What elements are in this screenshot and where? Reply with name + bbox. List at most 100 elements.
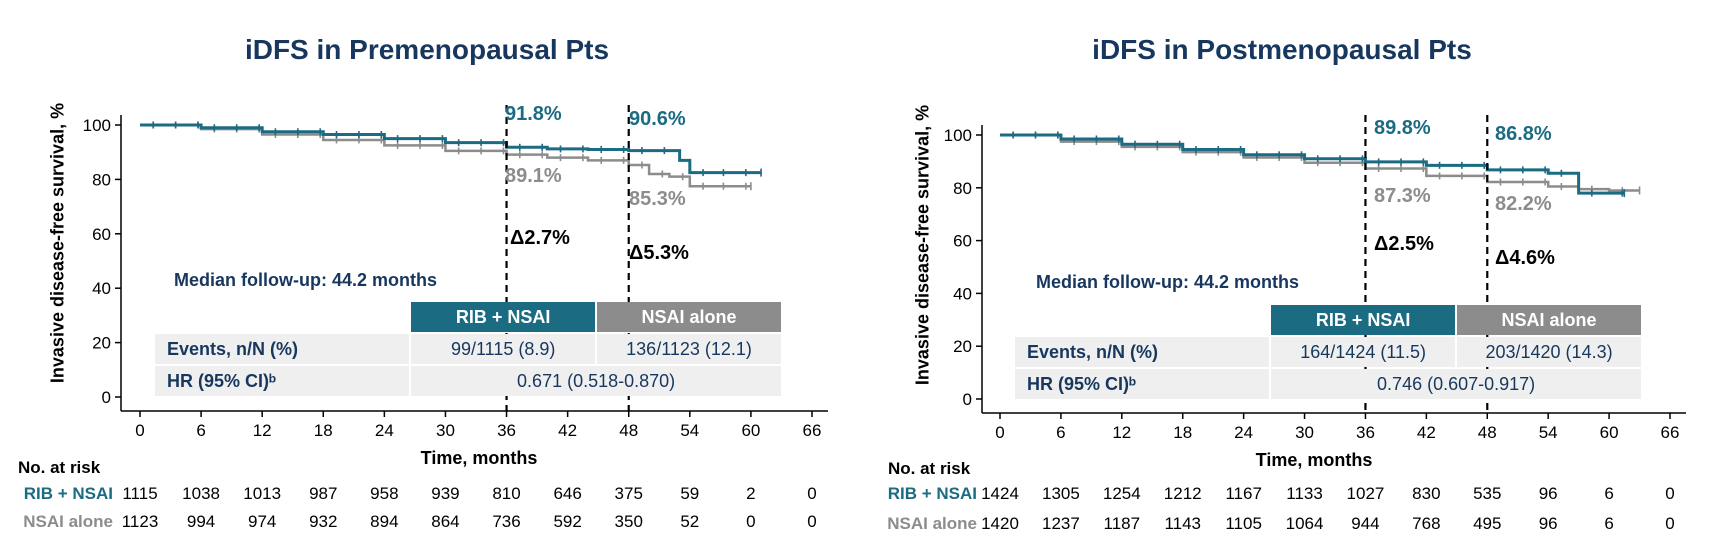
risk-value: 1212 <box>1163 484 1202 503</box>
x-axis-label: Time, months <box>420 448 538 468</box>
hr-value: 0.671 (0.518-0.870) <box>411 366 781 396</box>
risk-value: 864 <box>431 512 460 531</box>
events-nsai-value: 136/1123 (12.1) <box>597 334 781 364</box>
events-header-nsai: NSAI alone <box>1457 305 1641 335</box>
y-tick-label: 100 <box>944 126 972 145</box>
x-tick-label: 6 <box>1056 423 1065 442</box>
risk-value: 894 <box>370 512 399 531</box>
risk-value: 1237 <box>1041 514 1080 533</box>
events-table: RIB + NSAI NSAI alone Events, n/N (%) 99… <box>153 300 783 398</box>
km-plot: 0 20 40 60 80 100 0 6 12 18 24 30 36 42 48 54 60 66 91.8% 8… <box>83 103 828 440</box>
median-followup: Median follow-up: 44.2 months <box>1036 272 1300 292</box>
y-tick-label: 20 <box>92 334 111 353</box>
events-header-nsai: NSAI alone <box>597 302 781 332</box>
risk-value: 535 <box>1473 484 1502 503</box>
rate-label-nsai: 89.1% <box>505 165 562 187</box>
y-tick-label: 0 <box>102 388 111 407</box>
events-rib-value: 99/1115 (8.9) <box>411 334 596 364</box>
x-tick-label: 60 <box>741 421 760 440</box>
events-row-label: Events, n/N (%) <box>1015 337 1270 367</box>
risk-label-nsai: NSAI alone <box>887 514 977 533</box>
risk-value: 1123 <box>121 512 159 531</box>
events-table: RIB + NSAI NSAI alone Events, n/N (%) 16… <box>1013 303 1643 401</box>
risk-value: 1420 <box>981 514 1019 533</box>
delta-label: Δ5.3% <box>629 242 689 264</box>
risk-value: 592 <box>553 512 582 531</box>
y-tick-label: 0 <box>963 390 972 409</box>
x-tick-label: 12 <box>253 421 272 440</box>
risk-value: 994 <box>186 512 216 531</box>
series-line-rib <box>1000 133 1625 195</box>
risk-value: 810 <box>492 484 521 503</box>
hr-value: 0.746 (0.607-0.917) <box>1271 369 1641 399</box>
y-tick-label: 60 <box>92 225 111 244</box>
risk-value: 0 <box>807 484 817 503</box>
risk-value: 1013 <box>243 484 282 503</box>
y-tick-label: 20 <box>953 337 972 356</box>
risk-value: 1105 <box>1225 514 1262 533</box>
rate-label-rib: 90.6% <box>629 108 686 130</box>
risk-value: 350 <box>614 512 643 531</box>
series-line-nsai <box>140 123 751 188</box>
risk-label-rib: RIB + NSAI <box>23 484 113 503</box>
rate-label-rib: 89.8% <box>1374 117 1431 139</box>
x-tick-label: 12 <box>1112 423 1131 442</box>
risk-value: 59 <box>680 484 700 503</box>
risk-value: 1424 <box>981 484 1019 503</box>
risk-value: 1115 <box>122 484 158 503</box>
risk-value: 1064 <box>1285 514 1324 533</box>
rate-label-rib: 91.8% <box>505 103 562 125</box>
chart-title: iDFS in Postmenopausal Pts <box>1092 34 1472 65</box>
risk-value: 1133 <box>1286 484 1323 503</box>
risk-value: 944 <box>1351 514 1380 533</box>
risk-value: 958 <box>370 484 399 503</box>
x-tick-label: 0 <box>135 421 144 440</box>
risk-value: 6 <box>1604 484 1614 503</box>
risk-value: 1143 <box>1164 514 1201 533</box>
risk-value: 1254 <box>1102 484 1141 503</box>
x-tick-label: 66 <box>803 421 822 440</box>
events-row-label: Events, n/N (%) <box>155 334 410 364</box>
risk-value: 1027 <box>1346 484 1385 503</box>
risk-value: 375 <box>614 484 643 503</box>
x-tick-label: 30 <box>1295 423 1314 442</box>
y-tick-label: 60 <box>953 232 972 251</box>
y-tick-label: 80 <box>92 170 111 189</box>
x-axis-label: Time, months <box>1255 450 1373 470</box>
risk-table-title: No. at risk <box>888 459 971 478</box>
x-tick-label: 36 <box>1356 423 1375 442</box>
risk-value: 0 <box>807 512 817 531</box>
x-tick-label: 18 <box>314 421 333 440</box>
x-tick-label: 6 <box>196 421 205 440</box>
risk-value: 1038 <box>182 484 220 503</box>
x-tick-label: 48 <box>619 421 638 440</box>
risk-value: 0 <box>1665 514 1675 533</box>
risk-table-title: No. at risk <box>18 458 101 477</box>
median-followup: Median follow-up: 44.2 months <box>174 270 438 290</box>
risk-value: 52 <box>680 512 700 531</box>
x-tick-label: 60 <box>1600 423 1619 442</box>
events-header-rib: RIB + NSAI <box>411 302 596 332</box>
hr-row-label: HR (95% CI)ᵇ <box>155 366 410 396</box>
km-plot: 0 20 40 60 80 100 0 6 12 18 24 30 36 42 48 54 60 66 89.8% 8… <box>944 115 1686 442</box>
x-tick-label: 66 <box>1661 423 1680 442</box>
x-tick-label: 18 <box>1173 423 1192 442</box>
events-nsai-value: 203/1420 (14.3) <box>1457 337 1641 367</box>
y-tick-label: 100 <box>83 116 111 135</box>
x-tick-label: 42 <box>1417 423 1436 442</box>
y-tick-label: 40 <box>92 279 111 298</box>
chart-panel-postmenopausal: iDFS in Postmenopausal Pts Invasive dise… <box>855 0 1709 560</box>
x-tick-label: 54 <box>680 421 699 440</box>
risk-value: 830 <box>1412 484 1441 503</box>
risk-value: 1167 <box>1225 484 1262 503</box>
risk-value: 932 <box>309 512 338 531</box>
rate-label-rib: 86.8% <box>1495 123 1552 145</box>
risk-value: 974 <box>247 512 277 531</box>
risk-value: 987 <box>309 484 338 503</box>
x-tick-label: 0 <box>995 423 1004 442</box>
risk-value: 768 <box>1412 514 1441 533</box>
events-header-rib: RIB + NSAI <box>1271 305 1456 335</box>
risk-value: 0 <box>746 512 756 531</box>
risk-value: 96 <box>1538 484 1558 503</box>
y-tick-label: 80 <box>953 179 972 198</box>
